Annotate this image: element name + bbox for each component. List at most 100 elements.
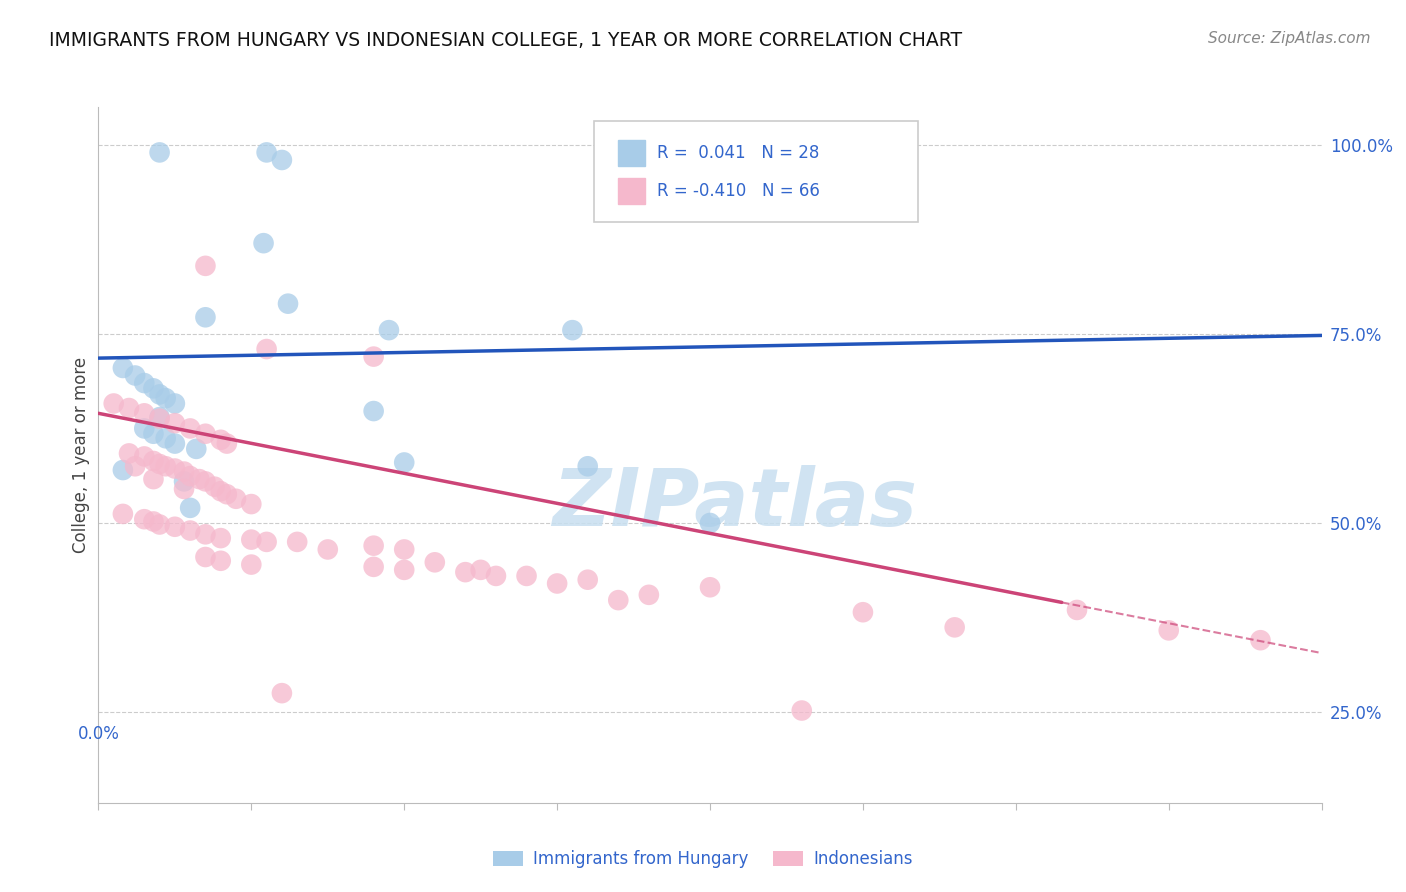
Point (852, 605, 875, 619)
Point (134, 450, 156, 464)
Point (179, 469, 201, 483)
Point (637, 588, 661, 602)
Point (163, 416, 186, 430)
Point (134, 406, 156, 420)
Point (363, 350, 385, 364)
Point (546, 576, 568, 591)
Point (118, 401, 141, 415)
Point (194, 549, 217, 564)
Point (363, 404, 385, 418)
Point (215, 487, 238, 501)
Point (378, 323, 401, 337)
Point (142, 381, 165, 395)
Point (607, 593, 630, 607)
Point (423, 555, 446, 569)
Point (186, 442, 208, 456)
Point (134, 421, 156, 435)
Point (316, 542, 339, 557)
Point (134, 512, 156, 526)
Text: R = -0.410   N = 66: R = -0.410 N = 66 (658, 182, 820, 200)
Text: IMMIGRANTS FROM HUNGARY VS INDONESIAN COLLEGE, 1 YEAR OR MORE CORRELATION CHART: IMMIGRANTS FROM HUNGARY VS INDONESIAN CO… (49, 31, 962, 50)
Point (363, 559, 385, 574)
Point (194, 475, 217, 489)
Point (111, 463, 134, 477)
Point (163, 520, 186, 534)
Point (179, 500, 201, 515)
Point (111, 507, 134, 521)
Point (142, 426, 165, 441)
Point (699, 580, 721, 594)
Point (155, 391, 177, 405)
Point (576, 573, 599, 587)
Point (111, 361, 134, 376)
Point (179, 421, 201, 435)
Point (118, 446, 141, 460)
Point (392, 563, 416, 577)
Point (124, 368, 146, 383)
Point (270, 686, 292, 700)
Point (149, 145, 172, 160)
Point (576, 459, 599, 474)
Point (699, 516, 721, 530)
Point (134, 376, 156, 390)
Point (194, 527, 217, 541)
Point (142, 515, 165, 529)
Point (240, 497, 263, 511)
Point (215, 436, 238, 450)
Point (1157, 624, 1180, 638)
Point (149, 457, 172, 471)
Point (209, 484, 232, 499)
Point (454, 565, 477, 579)
Point (194, 259, 217, 273)
Text: 0.0%: 0.0% (77, 725, 120, 743)
Point (155, 431, 177, 445)
Point (943, 620, 966, 634)
Point (392, 542, 416, 557)
Point (225, 491, 247, 506)
Point (142, 472, 165, 486)
Point (163, 461, 186, 475)
Point (149, 411, 172, 425)
Point (124, 459, 146, 474)
Point (1249, 633, 1271, 648)
Point (194, 310, 217, 325)
Point (173, 465, 195, 479)
Point (790, 704, 813, 718)
Point (163, 396, 186, 410)
Point (163, 436, 186, 450)
FancyBboxPatch shape (593, 121, 918, 222)
Point (1066, 603, 1088, 617)
Point (285, 534, 308, 549)
Point (363, 539, 385, 553)
Bar (619, 140, 645, 166)
Point (204, 480, 226, 494)
Point (485, 569, 508, 583)
Bar (619, 178, 645, 204)
Point (256, 342, 278, 356)
Point (209, 433, 232, 447)
Text: Source: ZipAtlas.com: Source: ZipAtlas.com (1208, 31, 1371, 46)
Point (240, 533, 263, 547)
Point (561, 323, 583, 337)
Point (256, 534, 278, 549)
Point (149, 517, 172, 532)
Point (173, 482, 195, 496)
Point (209, 531, 232, 545)
Y-axis label: College, 1 year or more: College, 1 year or more (72, 357, 90, 553)
Point (179, 524, 201, 538)
Text: R =  0.041   N = 28: R = 0.041 N = 28 (658, 144, 820, 162)
Point (516, 569, 538, 583)
Point (252, 236, 274, 251)
Point (194, 426, 217, 441)
Point (470, 563, 492, 577)
Point (149, 410, 172, 425)
Point (142, 454, 165, 468)
Point (209, 554, 232, 568)
Point (256, 145, 278, 160)
Legend: Immigrants from Hungary, Indonesians: Immigrants from Hungary, Indonesians (486, 844, 920, 875)
Point (240, 558, 263, 572)
Point (392, 455, 416, 469)
Text: ZIPatlas: ZIPatlas (553, 465, 917, 542)
Point (270, 153, 292, 167)
Point (103, 396, 125, 410)
